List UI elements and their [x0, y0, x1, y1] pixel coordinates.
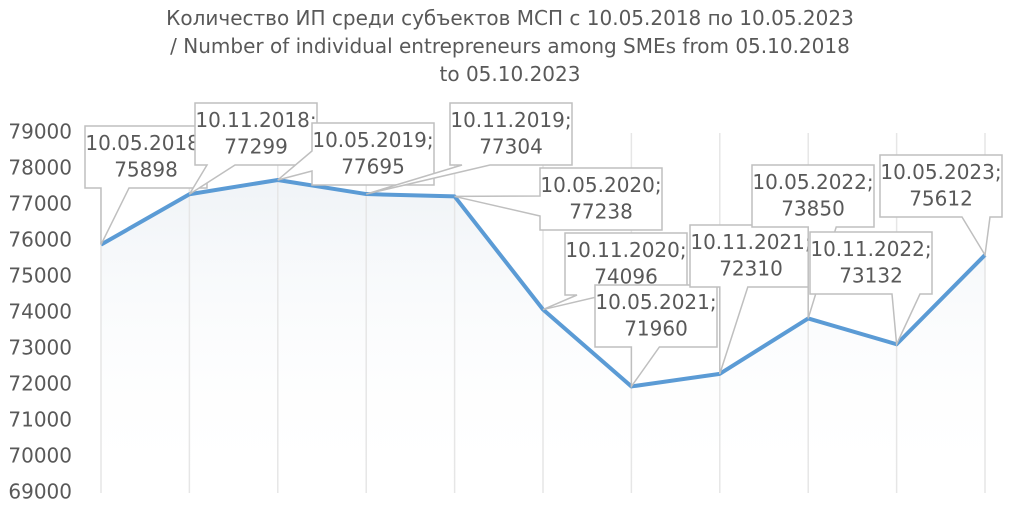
callout-box [454, 167, 663, 231]
callout-category: 10.11.2021; [690, 230, 811, 254]
data-label: 77695 [341, 155, 405, 179]
callout-separator: ; [310, 108, 317, 132]
callout-date: 10.11.2021 [690, 230, 805, 254]
callout-separator: ; [995, 160, 1002, 184]
data-label: 77238 [569, 200, 633, 224]
callout-category: 10.05.2020; [540, 173, 661, 197]
callout-category: 10.11.2019; [450, 108, 571, 132]
data-callout: 10.11.2022; 73132 [809, 231, 933, 348]
data-callout: 10.11.2021;72310 [689, 224, 813, 375]
y-tick-label: 73000 [8, 336, 72, 360]
callout-separator: ; [680, 238, 687, 262]
callout-box [188, 102, 318, 195]
data-callout: 10.05.2020; 77238 [454, 167, 663, 231]
y-tick-label: 74000 [8, 300, 72, 324]
callout-separator: ; [925, 237, 932, 261]
callout-separator: ; [565, 108, 572, 132]
callout-box [879, 154, 1003, 258]
callout-category: 10.11.2018; [195, 108, 316, 132]
y-tick-label: 78000 [8, 156, 72, 180]
data-label: 75612 [909, 187, 973, 211]
chart-title: Количество ИП среди субъектов МСП с 10.0… [166, 6, 854, 86]
callout-date: 10.05.2021 [595, 290, 710, 314]
callout-category: 10.05.2019; [312, 128, 433, 152]
data-callout: 10.05.2021; 71960 [594, 284, 718, 389]
callout-date: 10.05.2022 [752, 170, 867, 194]
callout-category: 10.05.2022; [752, 170, 873, 194]
y-tick-label: 75000 [8, 264, 72, 288]
data-callout: 10.05.2019; 77695 [277, 122, 435, 186]
callout-category: 10.05.2023; [880, 160, 1001, 184]
data-label: 77299 [224, 135, 288, 159]
callout-date: 10.05.2019 [312, 128, 427, 152]
data-label: 73132 [839, 264, 903, 288]
callout-box [809, 231, 933, 348]
callout-date: 10.11.2019 [450, 108, 565, 132]
callout-date: 10.11.2018 [195, 108, 310, 132]
data-label: 77304 [479, 135, 543, 159]
y-tick-label: 76000 [8, 228, 72, 252]
callout-date: 10.05.2020 [540, 173, 655, 197]
y-tick-label: 71000 [8, 408, 72, 432]
y-tick-label: 69000 [8, 480, 72, 504]
callout-separator: ; [710, 290, 717, 314]
callout-date: 10.05.2023 [880, 160, 995, 184]
callout-category: 10.11.2020; [565, 238, 686, 262]
callout-category: 10.11.2022; [810, 237, 931, 261]
callout-date: 10.05.2018 [85, 131, 200, 155]
callout-separator: ; [867, 170, 874, 194]
data-label: 73850 [781, 197, 845, 221]
callout-separator: ; [655, 173, 662, 197]
y-tick-label: 70000 [8, 444, 72, 468]
callout-date: 10.11.2022 [810, 237, 925, 261]
callout-category: 10.05.2018; [85, 131, 206, 155]
data-label: 72310 [719, 257, 783, 281]
y-tick-label: 77000 [8, 192, 72, 216]
callout-box [594, 284, 718, 389]
callout-date: 10.11.2020 [565, 238, 680, 262]
callout-separator: ; [427, 128, 434, 152]
data-callout: 10.11.2018; 77299 [188, 102, 318, 195]
data-callout: 10.05.2018; 75898 [84, 125, 208, 246]
data-callout: 10.11.2019; 77304 [365, 102, 573, 195]
y-tick-label: 79000 [8, 120, 72, 144]
data-label: 75898 [114, 158, 178, 182]
callout-category: 10.05.2021; [595, 290, 716, 314]
data-callout: 10.05.2023; 75612 [879, 154, 1003, 258]
callout-box [277, 122, 435, 186]
data-label: 71960 [624, 317, 688, 341]
callout-box [365, 102, 573, 195]
y-tick-label: 72000 [8, 372, 72, 396]
